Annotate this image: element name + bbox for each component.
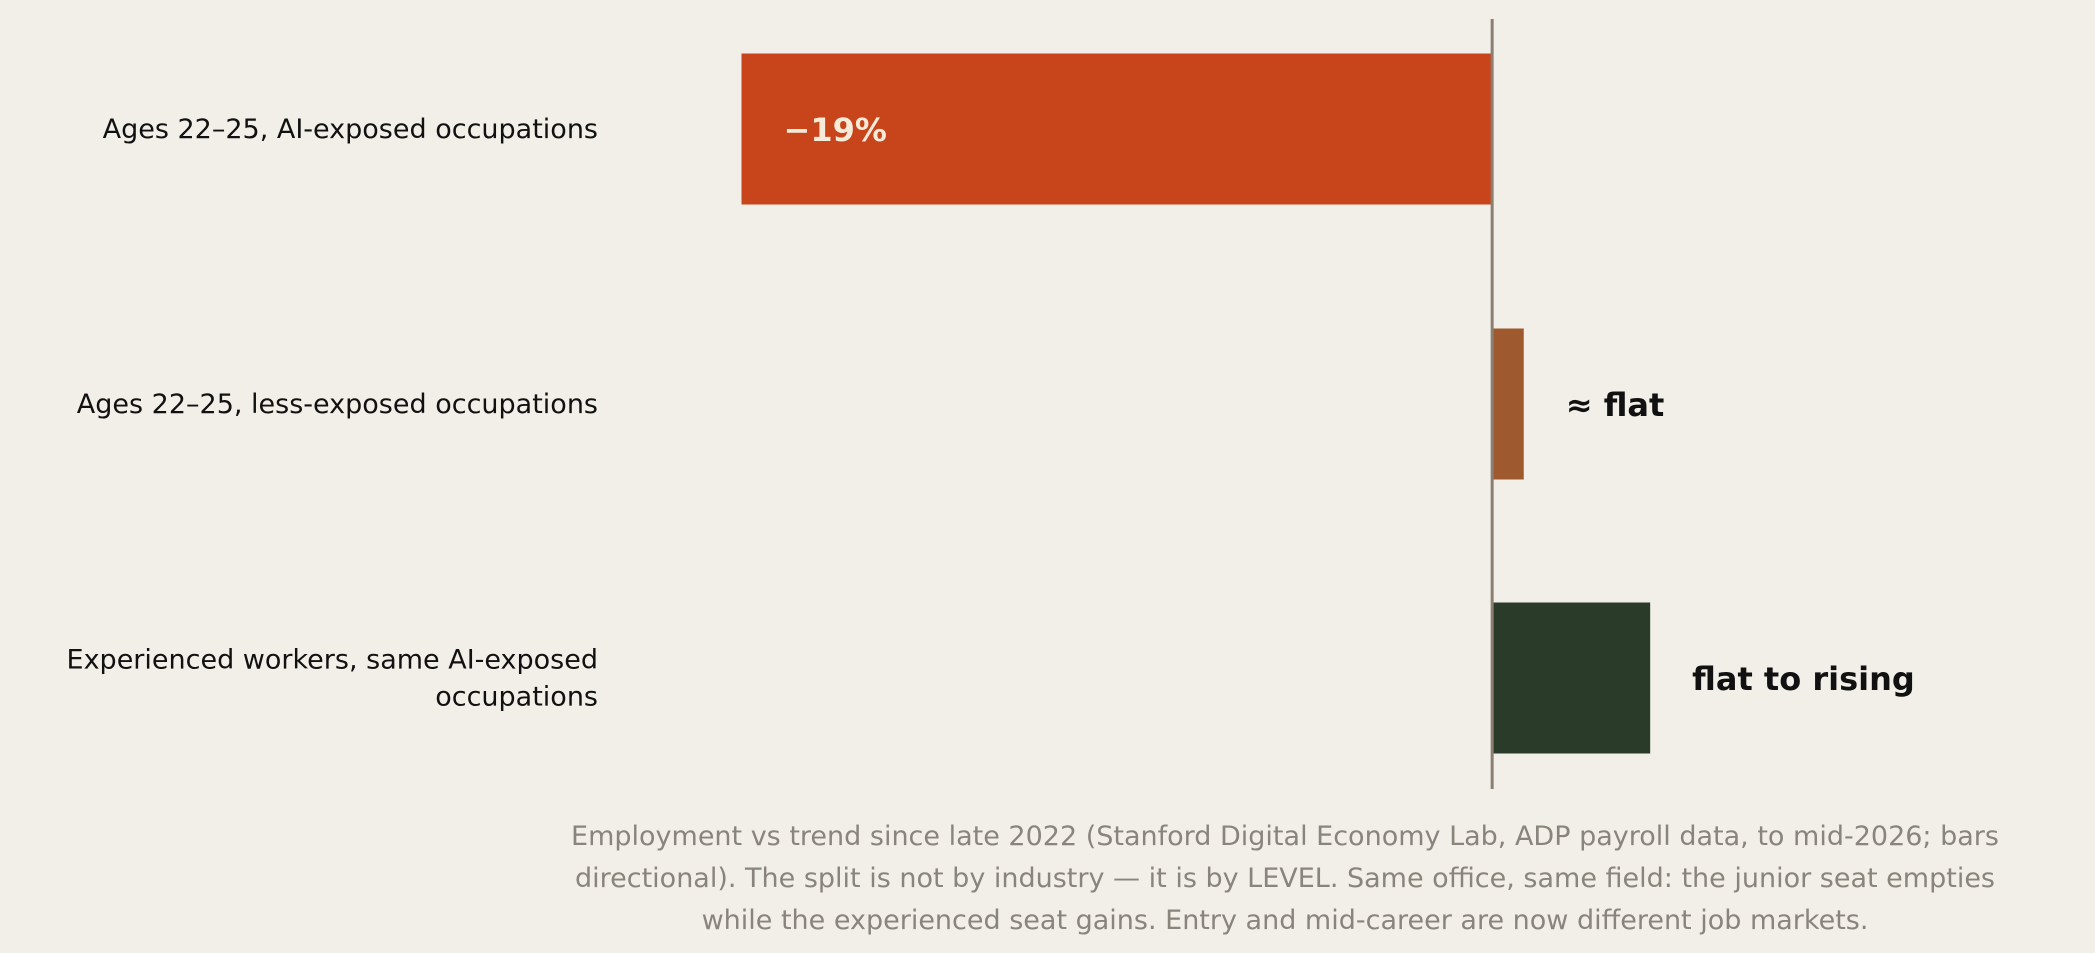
category-label: Ages 22–25, less-exposed occupations — [77, 389, 598, 420]
chart-caption: Employment vs trend since late 2022 (Sta… — [571, 821, 1999, 936]
category-label: Experienced workers, same AI-exposed — [67, 645, 598, 676]
data-label: ≈ flat — [1566, 386, 1665, 424]
bar-chart: Ages 22–25, AI-exposed occupations −19% Ag… — [67, 19, 1915, 789]
bar-1 — [741, 53, 1493, 205]
bar-3 — [1492, 602, 1651, 754]
data-label: flat to rising — [1692, 660, 1915, 698]
category-label: Ages 22–25, AI-exposed occupations — [103, 114, 598, 145]
bar-2 — [1492, 328, 1524, 480]
category-label: occupations — [435, 682, 598, 713]
data-label: −19% — [784, 111, 887, 149]
